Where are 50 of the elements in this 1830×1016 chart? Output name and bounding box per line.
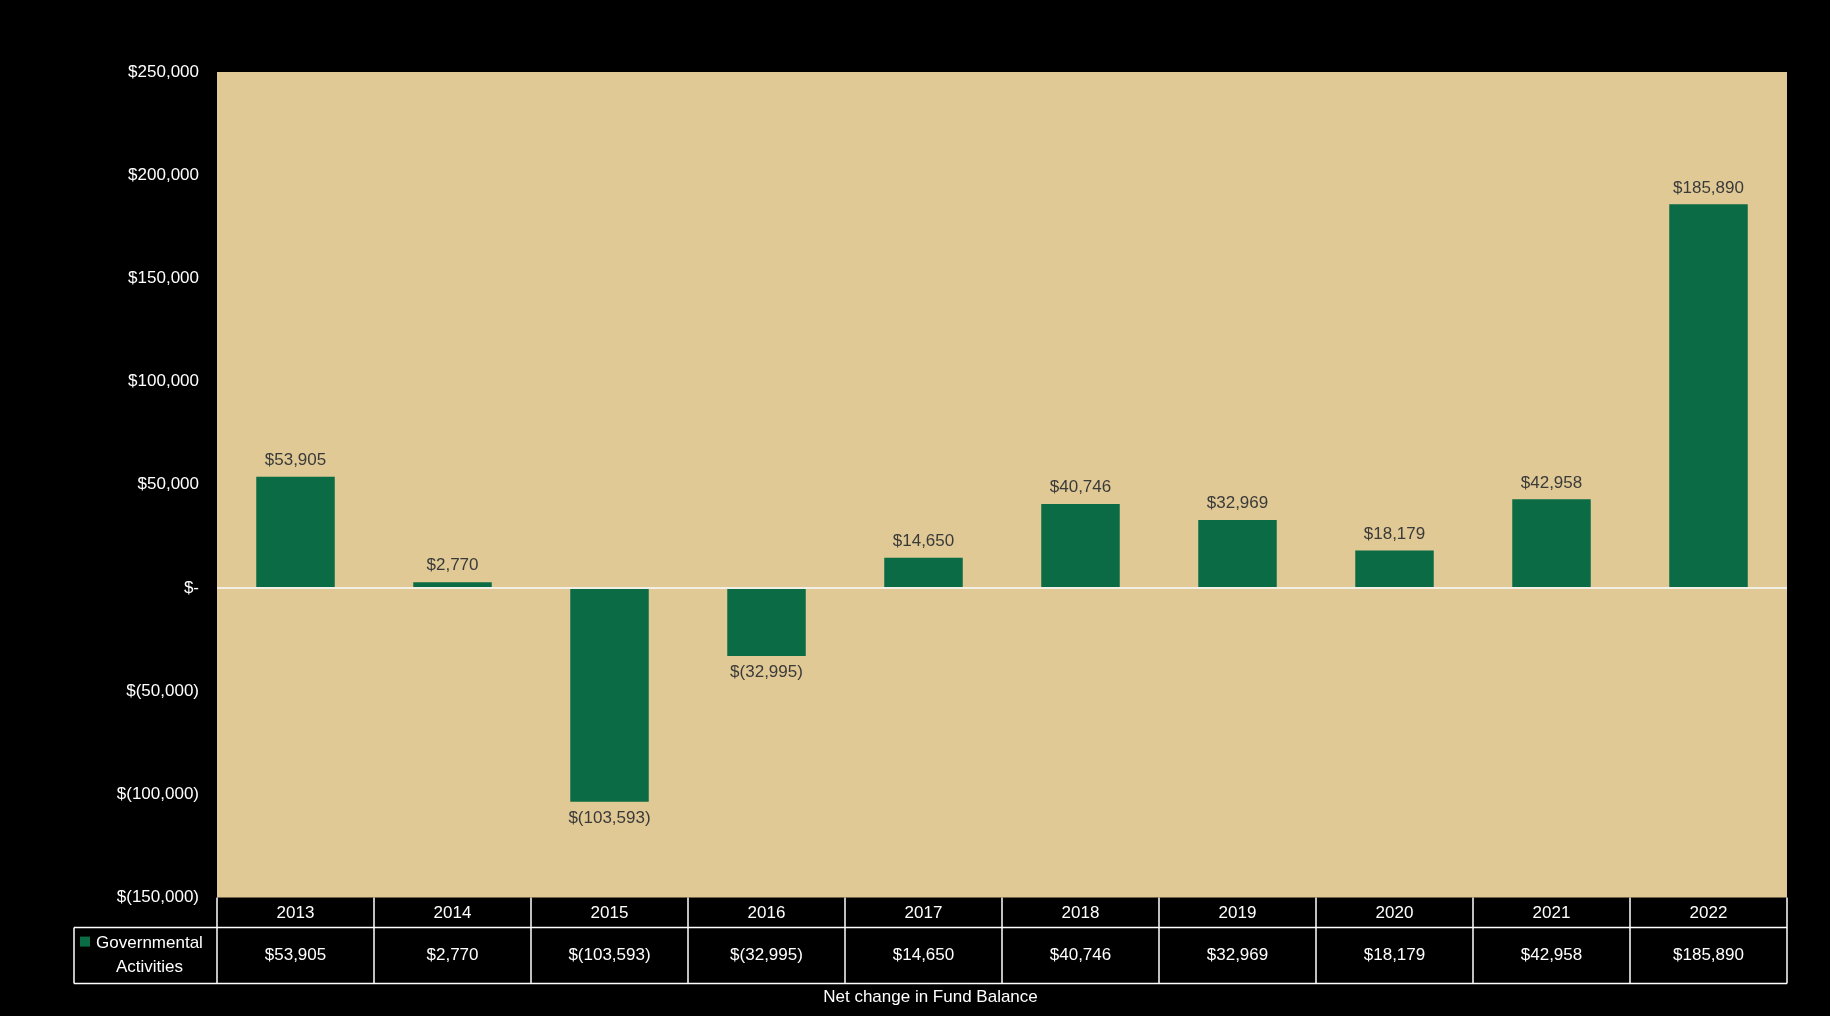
text: $(103,593) xyxy=(568,808,651,827)
data-label: $53,905 xyxy=(264,945,327,965)
bar xyxy=(1512,499,1591,588)
bar xyxy=(570,588,649,802)
data-label: $185,890 xyxy=(1673,945,1744,965)
bar xyxy=(727,588,806,657)
bar xyxy=(1355,550,1434,588)
x-tick-label: 2020 xyxy=(1375,903,1414,923)
x-tick-label: 2021 xyxy=(1532,903,1571,923)
text: $32,969 xyxy=(1206,493,1269,513)
x-tick-label: 2015 xyxy=(590,903,629,923)
bar xyxy=(1669,204,1748,588)
data-label: $40,746 xyxy=(1049,945,1112,965)
data-label: $(32,995) xyxy=(730,945,803,965)
x-tick-label: 2022 xyxy=(1689,903,1728,923)
text: $(32,995) xyxy=(730,662,803,682)
x-axis-title: Net change in Fund Balance xyxy=(823,987,1038,1007)
data-label: $42,958 xyxy=(1520,945,1583,965)
y-tick-label: $(150,000) xyxy=(116,887,199,907)
legend-label: Governmental Activities xyxy=(96,933,203,977)
bar xyxy=(1041,503,1120,588)
data-label: $18,179 xyxy=(1363,945,1426,965)
y-tick-label: $150,000 xyxy=(128,268,199,288)
text: $42,958 xyxy=(1520,472,1583,492)
y-tick-label: $50,000 xyxy=(137,474,199,494)
y-tick-label: $250,000 xyxy=(128,61,199,81)
x-tick-label: 2017 xyxy=(904,903,943,923)
y-tick-label: $(100,000) xyxy=(116,784,199,804)
text: $18,179 xyxy=(1363,523,1426,543)
bar xyxy=(1198,519,1277,588)
text: $185,890 xyxy=(1673,177,1744,197)
bar xyxy=(884,557,963,588)
text: $2,770 xyxy=(426,555,479,575)
text: $14,650 xyxy=(892,530,955,550)
y-tick-label: $(50,000) xyxy=(126,680,199,700)
data-label: $2,770 xyxy=(426,945,479,965)
bar xyxy=(256,476,335,588)
data-label: $(103,593) xyxy=(568,945,651,965)
data-label: $32,969 xyxy=(1206,945,1269,965)
data-label: $14,650 xyxy=(892,945,955,965)
y-tick-label: $- xyxy=(183,577,199,597)
y-tick-label: $100,000 xyxy=(128,371,199,391)
y-tick-label: $200,000 xyxy=(128,164,199,184)
text: $40,746 xyxy=(1049,477,1112,497)
x-tick-label: 2018 xyxy=(1061,903,1100,923)
text: $53,905 xyxy=(264,449,327,469)
x-tick-label: 2014 xyxy=(433,903,472,923)
x-tick-label: 2016 xyxy=(747,903,786,923)
x-tick-label: 2019 xyxy=(1218,903,1257,923)
x-tick-label: 2013 xyxy=(276,903,315,923)
